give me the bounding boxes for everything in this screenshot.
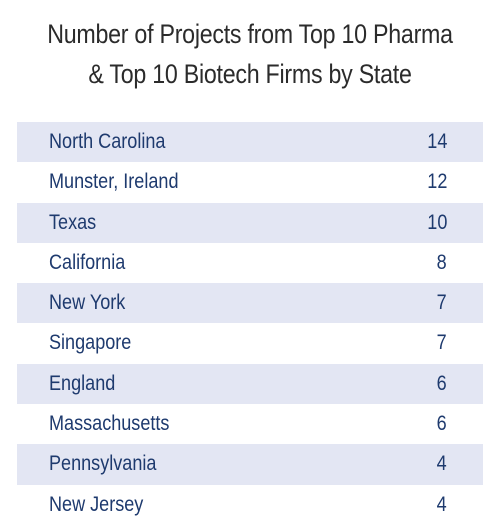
chart-title-line-2: & Top 10 Biotech Firms by State	[88, 59, 412, 89]
table-row: Texas 10	[17, 202, 483, 243]
table-row: Pennsylvania 4	[17, 444, 483, 485]
chart-title: Number of Projects from Top 10 Pharma & …	[35, 14, 465, 94]
project-count: 10	[426, 210, 447, 234]
table-row: Singapore 7	[17, 323, 483, 363]
state-label: New Jersey	[49, 492, 144, 516]
table-row: North Carolina 14	[17, 122, 483, 163]
project-count: 4	[436, 492, 447, 516]
table-row: New York 7	[17, 283, 483, 324]
state-label: Texas	[49, 210, 97, 234]
state-label: Munster, Ireland	[49, 170, 179, 194]
project-count: 8	[436, 250, 447, 274]
project-count: 6	[436, 412, 447, 436]
project-count: 7	[436, 331, 447, 355]
state-label: Singapore	[49, 331, 132, 355]
state-label: Massachusetts	[49, 412, 170, 436]
chart-title-line-1: Number of Projects from Top 10 Pharma	[47, 19, 453, 49]
data-table: North Carolina 14 Munster, Ireland 12 Texas 1…	[17, 122, 483, 525]
state-label: New York	[49, 291, 126, 315]
table-row: New Jersey 4	[17, 485, 483, 525]
table-row: Massachusetts 6	[17, 404, 483, 444]
project-count: 14	[426, 130, 447, 153]
state-label: California	[49, 250, 126, 274]
table-row: England 6	[17, 363, 483, 405]
project-count: 4	[436, 452, 447, 476]
table-row: Munster, Ireland 12	[17, 162, 483, 202]
table-row: California 8	[17, 243, 483, 283]
project-count: 12	[426, 170, 447, 194]
project-count: 7	[436, 291, 447, 315]
state-label: Pennsylvania	[49, 452, 157, 476]
project-count: 6	[436, 371, 447, 395]
state-label: England	[49, 371, 116, 395]
state-label: North Carolina	[49, 130, 166, 153]
